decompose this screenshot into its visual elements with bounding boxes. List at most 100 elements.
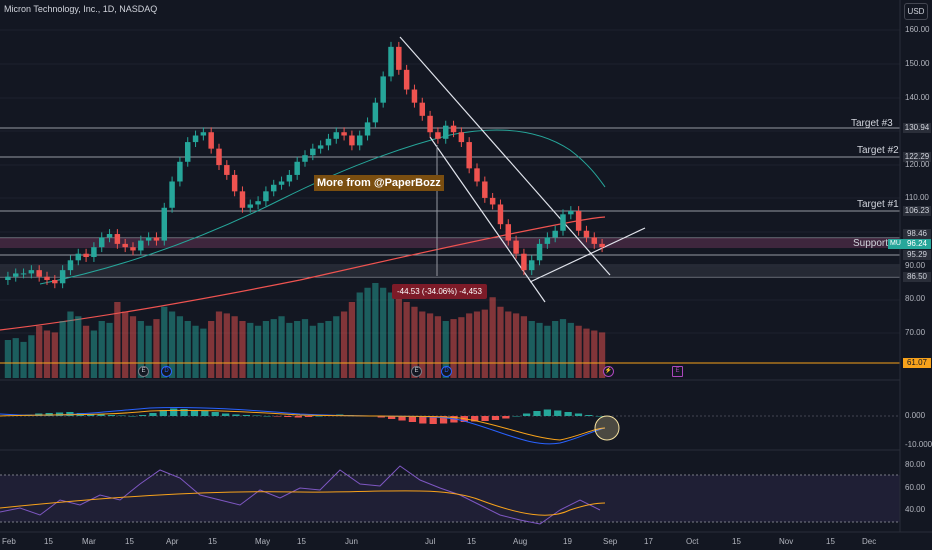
volume-bar: [106, 322, 113, 378]
volume-bar: [466, 313, 473, 378]
earnings-event[interactable]: E: [138, 366, 149, 377]
volume-bar: [512, 313, 520, 378]
candle-body: [231, 174, 238, 192]
macd-bar: [294, 416, 302, 418]
macd-bar: [315, 416, 323, 417]
candle-body: [247, 204, 254, 208]
promo-label[interactable]: More from @PaperBozz: [314, 175, 444, 191]
candle-body: [568, 211, 574, 215]
candle-body: [200, 132, 207, 136]
earnings-event[interactable]: E: [411, 366, 422, 377]
macd-bar: [107, 415, 116, 416]
price-tag-last: 96.24: [903, 239, 931, 249]
x-tick: 17: [644, 537, 653, 546]
volume-bar: [184, 321, 191, 378]
y-tick: 110.00: [905, 193, 929, 202]
volume-bar: [528, 321, 535, 378]
volume-bar: [356, 292, 363, 378]
rsi-tick: 80.00: [905, 460, 926, 469]
volume-bar: [473, 311, 481, 378]
macd-bar: [55, 412, 64, 416]
candle-body: [482, 181, 488, 198]
macd-tick: 0.000: [905, 411, 926, 420]
lightning-icon[interactable]: ⚡: [603, 366, 614, 377]
price-tag-10623: 106.23: [903, 206, 931, 216]
macd-bar: [149, 413, 157, 416]
volume-bar: [137, 321, 144, 378]
macd-bar: [398, 416, 406, 421]
candle-body: [278, 181, 285, 185]
macd-bar: [512, 416, 520, 417]
volume-bar: [278, 316, 285, 378]
target3-label: Target #3: [851, 118, 893, 129]
candle-body: [161, 207, 168, 241]
x-tick: 15: [826, 537, 835, 546]
candle-body: [388, 46, 394, 77]
macd-bar: [273, 416, 282, 417]
candle-body: [270, 184, 277, 192]
candle-body: [528, 260, 535, 271]
candle-body: [583, 230, 590, 238]
volume-bar: [122, 311, 129, 378]
ticker-tag: MU: [888, 239, 903, 249]
earnings-event-upcoming[interactable]: E: [672, 366, 683, 377]
candle-body: [20, 273, 27, 275]
candle-body: [364, 122, 371, 136]
y-tick: 70.00: [905, 328, 926, 337]
candle-body: [302, 155, 308, 162]
volume-bar: [426, 313, 434, 378]
x-tick: Apr: [166, 537, 179, 546]
channel-lower: [429, 136, 546, 303]
rsi-tick: 60.00: [905, 483, 926, 492]
volume-bar: [450, 319, 457, 378]
price-tag-9846: 98.46: [903, 229, 931, 239]
support-zone: [0, 238, 900, 248]
dividend-event[interactable]: D: [161, 366, 172, 377]
candle-body: [411, 89, 418, 103]
candle-body: [466, 142, 472, 169]
candle-body: [130, 247, 136, 251]
volume-bar: [51, 332, 58, 378]
macd-highlight: [594, 415, 620, 441]
currency-button[interactable]: USD: [904, 3, 928, 20]
macd-bar: [429, 416, 437, 424]
x-tick: Jul: [425, 537, 436, 546]
candle-body: [310, 148, 316, 156]
candle-body: [521, 253, 527, 271]
volume-bar: [536, 322, 543, 378]
macd-bar: [543, 409, 551, 416]
volume-bar: [59, 321, 66, 378]
volume-bar: [75, 316, 82, 378]
volume-bar: [114, 302, 121, 378]
dividend-event[interactable]: D: [441, 366, 452, 377]
x-tick: Oct: [686, 537, 699, 546]
candle-body: [544, 237, 551, 244]
volume-bar: [559, 319, 567, 378]
volume-bar: [43, 330, 51, 378]
volume-bar: [325, 321, 332, 378]
candle-body: [560, 214, 566, 231]
volume-bar: [395, 297, 402, 378]
macd-line: [0, 406, 606, 445]
candle-body: [599, 243, 605, 248]
volume-bar: [129, 316, 137, 378]
y-tick: 140.00: [905, 93, 930, 102]
trend-channel: [399, 36, 646, 303]
volume-bar: [270, 319, 277, 378]
volume-bar: [208, 321, 215, 378]
macd-bar: [138, 415, 147, 416]
macd-bar: [97, 414, 105, 416]
candle-body: [294, 161, 300, 175]
x-tick: 15: [297, 537, 306, 546]
candle-body: [489, 197, 496, 205]
price-tag-9529: 95.29: [903, 250, 931, 260]
volume-bar: [239, 321, 246, 378]
volume-bar: [20, 341, 27, 378]
macd-bar: [388, 416, 396, 419]
candle-body: [239, 191, 246, 208]
volume-bar: [380, 287, 387, 378]
candle-body: [208, 132, 214, 149]
candle-body: [224, 165, 230, 175]
volume-bar: [583, 328, 590, 378]
